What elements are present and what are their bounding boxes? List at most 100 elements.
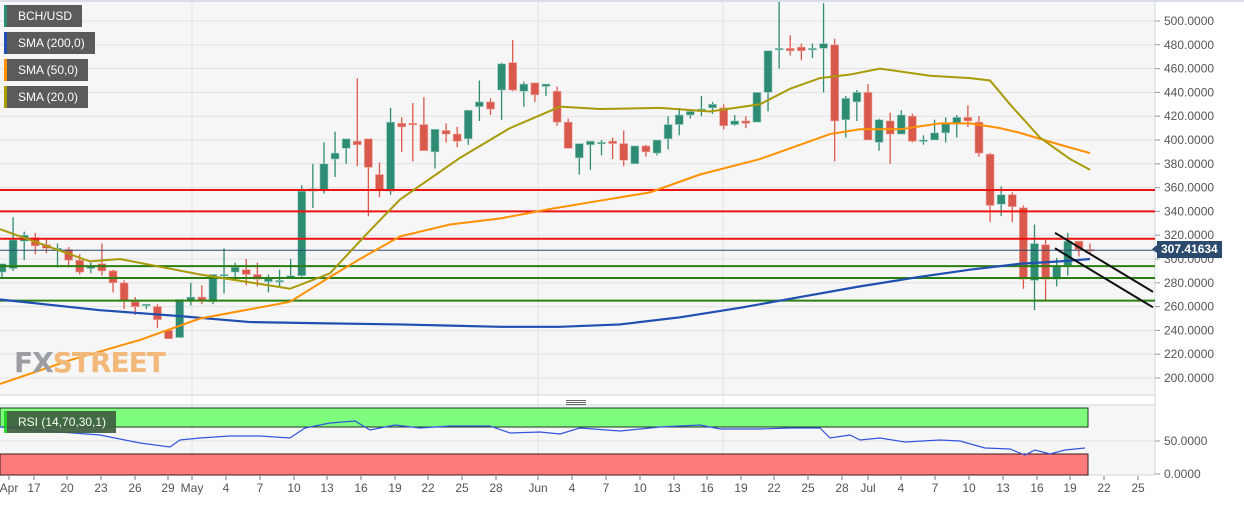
candle-body: [0, 263, 7, 273]
date-axis-label: 7: [257, 481, 264, 495]
price-axis-label: 340.0000: [1164, 204, 1214, 218]
candle-body: [686, 111, 695, 116]
candle-body: [386, 121, 395, 192]
date-axis-label: 16: [354, 481, 368, 495]
candle-body: [441, 130, 451, 135]
candle-body: [419, 124, 429, 152]
candle-body: [586, 140, 595, 146]
date-axis-label: 7: [603, 481, 610, 495]
candle-body: [563, 121, 573, 149]
price-axis-label: 240.0000: [1164, 323, 1214, 337]
candle-body: [708, 104, 717, 109]
candle-body: [785, 48, 795, 52]
legend-label: SMA (50,0): [18, 63, 79, 77]
candle-body: [575, 143, 584, 159]
trend-channel-line: [1054, 247, 1154, 309]
date-axis-label: 19: [388, 481, 402, 495]
candle-body: [819, 43, 828, 49]
date-axis-label: 26: [128, 481, 142, 495]
candle-body: [519, 83, 529, 92]
candle-body: [119, 282, 129, 301]
candle-body: [475, 101, 484, 107]
candle-body: [1007, 194, 1017, 207]
date-axis-label: 16: [1030, 481, 1044, 495]
candle-body: [941, 123, 950, 134]
sma200-line: [0, 257, 1091, 328]
date-axis-label: 10: [633, 481, 647, 495]
candle-body: [996, 194, 1006, 205]
candle-body: [497, 63, 506, 91]
price-pane-background: [0, 0, 1155, 395]
legend-swatch-icon: [4, 411, 7, 433]
price-axis-label: 460.0000: [1164, 62, 1214, 76]
candle-body: [641, 145, 651, 153]
price-axis-label: 380.0000: [1164, 157, 1214, 171]
candle-body: [375, 174, 384, 191]
price-axis-label: 500.0000: [1164, 14, 1214, 28]
legend-sma20[interactable]: SMA (20,0): [4, 86, 89, 108]
top-border: [0, 0, 1244, 2]
date-axis-label: 29: [161, 481, 175, 495]
candle-body: [341, 138, 351, 149]
legend-sma50[interactable]: SMA (50,0): [4, 59, 89, 81]
candle-body: [985, 153, 995, 206]
current-price-tag: 307.41634: [1152, 241, 1222, 258]
candle-body: [674, 114, 684, 125]
legend-swatch-icon: [4, 5, 7, 27]
date-axis-label: Apr: [0, 481, 18, 495]
candle-body: [397, 123, 406, 128]
pane-resize-handle[interactable]: [566, 400, 586, 406]
date-axis-label: 20: [60, 481, 74, 495]
date-axis-label: 4: [569, 481, 576, 495]
candle-body: [719, 107, 728, 127]
candle-body: [930, 132, 939, 141]
candle-body: [219, 274, 229, 277]
price-axis-label: 320.0000: [1164, 228, 1214, 242]
date-axis-label: 4: [223, 481, 230, 495]
legend-rsi[interactable]: RSI (14,70,30,1): [4, 411, 117, 433]
date-axis-label: 19: [1063, 481, 1077, 495]
sma20-line: [0, 67, 1091, 290]
legend-bchusd[interactable]: BCH/USD: [4, 5, 83, 27]
candle-body: [463, 109, 473, 140]
candle-body: [863, 92, 873, 141]
date-axis-label: 19: [734, 481, 748, 495]
date-axis-label: 4: [898, 481, 905, 495]
date-axis-label: 23: [94, 481, 108, 495]
sma50-line: [0, 122, 1091, 385]
date-axis-label: 22: [767, 481, 781, 495]
legend-sma200[interactable]: SMA (200,0): [4, 32, 95, 54]
candle-body: [297, 190, 307, 276]
fxstreet-logo: FXSTREET: [14, 346, 166, 379]
candle-body: [741, 120, 751, 124]
candle-body: [896, 114, 906, 135]
candle-body: [130, 301, 140, 307]
date-axis-label: 17: [27, 481, 41, 495]
date-axis-label: 13: [320, 481, 334, 495]
legend-swatch-icon: [4, 59, 7, 81]
candle-body: [352, 140, 362, 146]
candle-body: [763, 50, 773, 93]
candle-body: [919, 139, 928, 142]
price-axis-label: 480.0000: [1164, 38, 1214, 52]
candle-body: [830, 44, 839, 122]
date-axis-label: 13: [667, 481, 681, 495]
candle-body: [974, 121, 984, 154]
candle-body: [408, 123, 418, 126]
candle-body: [841, 98, 851, 121]
candle-body: [752, 92, 762, 123]
candle-body: [808, 48, 817, 51]
candle-body: [430, 128, 440, 153]
date-axis-label: 28: [489, 481, 503, 495]
candle-body: [874, 119, 884, 143]
candle-body: [1019, 207, 1028, 280]
rsi-axis-label: 50.0000: [1164, 434, 1208, 448]
legend-label: SMA (20,0): [18, 90, 79, 104]
candle-body: [108, 270, 118, 284]
candle-body: [8, 239, 18, 269]
date-axis-label: 13: [996, 481, 1010, 495]
date-axis-label: 10: [962, 481, 976, 495]
candle-body: [97, 263, 107, 272]
